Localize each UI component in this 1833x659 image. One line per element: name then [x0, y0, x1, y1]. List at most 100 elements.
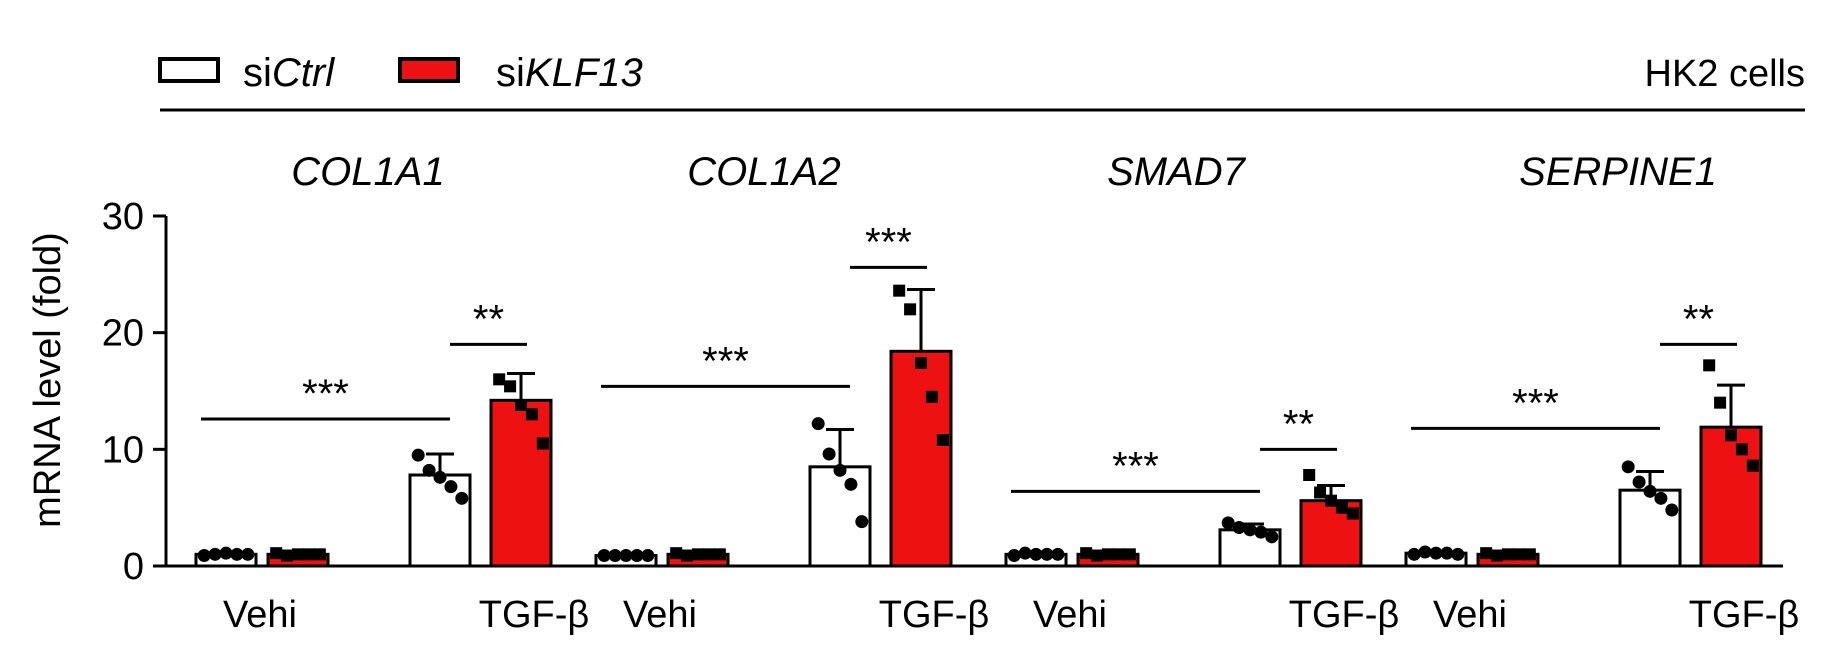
data-point: [208, 547, 222, 561]
data-point: [1303, 469, 1316, 481]
legend-gene-sictrl: Ctrl: [272, 51, 335, 95]
data-point: [844, 477, 858, 491]
data-point: [1491, 549, 1504, 562]
data-point: [1007, 549, 1021, 562]
data-point: [230, 547, 244, 561]
data-point: [1407, 547, 1421, 561]
data-point: [925, 390, 938, 403]
data-point: [1243, 523, 1257, 537]
legend-prefix-siklf13: si: [496, 51, 525, 95]
data-point: [1325, 494, 1337, 507]
data-point: [302, 548, 315, 561]
data-point: [1346, 507, 1359, 520]
data-point: [241, 547, 255, 561]
data-point: [855, 515, 869, 529]
data-point: [525, 408, 538, 421]
bar-sictrl: [1618, 488, 1682, 568]
data-point: [904, 303, 917, 316]
panel-title-smad7: SMAD7: [1107, 150, 1247, 194]
data-point: [1621, 460, 1635, 474]
category-label: Vehi: [1433, 594, 1507, 636]
cell-line-label: HK2 cells: [1645, 53, 1806, 95]
data-point: [681, 549, 694, 562]
data-point: [1080, 547, 1093, 560]
data-point: [1480, 547, 1493, 560]
data-point: [1091, 549, 1104, 562]
data-point: [1018, 546, 1032, 560]
bar-siklf13: [489, 398, 553, 568]
data-point: [197, 549, 211, 562]
legend-prefix-sictrl: si: [243, 51, 272, 95]
data-point: [1703, 359, 1716, 372]
data-point: [1335, 501, 1348, 514]
data-point: [1051, 547, 1065, 561]
category-label: Vehi: [623, 594, 697, 636]
data-point: [493, 373, 506, 386]
panel-title-col1a1: COL1A1: [291, 150, 444, 194]
data-point: [1523, 548, 1536, 561]
category-label: TGF-β: [1689, 594, 1800, 636]
data-point: [219, 546, 233, 560]
significance-label: ***: [1112, 444, 1159, 488]
data-point: [670, 547, 683, 560]
data-point: [1735, 443, 1748, 456]
legend-label-siklf13: siKLF13: [496, 51, 643, 95]
data-point: [1221, 516, 1235, 530]
significance-label: **: [1283, 402, 1314, 446]
y-tick-label: 10: [102, 429, 144, 471]
data-point: [313, 548, 326, 561]
data-point: [411, 448, 425, 462]
data-point: [1502, 548, 1514, 561]
data-point: [915, 357, 927, 369]
data-point: [822, 447, 836, 461]
data-point: [1429, 546, 1443, 560]
data-point: [536, 437, 549, 450]
data-point: [1632, 475, 1646, 489]
bar-siklf13: [889, 349, 953, 568]
data-point: [597, 549, 611, 562]
data-point: [833, 463, 847, 477]
data-point: [292, 548, 304, 561]
data-point: [1512, 548, 1525, 561]
data-point: [630, 549, 644, 562]
legend-swatch-sictrl: [158, 57, 220, 83]
legend-swatch-siklf13: [398, 57, 460, 83]
data-point: [811, 417, 825, 431]
data-point: [270, 547, 283, 560]
data-point: [619, 549, 633, 562]
y-axis-label: mRNA level (fold): [27, 232, 69, 528]
data-point: [433, 470, 447, 484]
legend-gene-siklf13: KLF13: [525, 51, 643, 95]
significance-label: **: [473, 297, 504, 341]
data-point: [1451, 547, 1465, 561]
legend: siCtrl siKLF13: [158, 51, 643, 95]
data-point: [1040, 547, 1054, 561]
data-point: [702, 548, 715, 561]
data-point: [1665, 503, 1679, 517]
data-point: [1102, 548, 1114, 561]
category-label: TGF-β: [879, 594, 990, 636]
data-point: [281, 549, 294, 562]
y-tick-label: 30: [102, 196, 144, 238]
data-point: [1725, 429, 1737, 442]
category-label: Vehi: [1033, 594, 1107, 636]
significance-label: ***: [302, 372, 349, 416]
significance-label: **: [1683, 297, 1714, 341]
data-point: [1123, 548, 1136, 561]
data-point: [455, 491, 469, 505]
data-point: [1714, 396, 1727, 409]
legend-label-sictrl: siCtrl: [243, 51, 335, 95]
significance-label: ***: [702, 339, 749, 383]
data-point: [1746, 459, 1759, 472]
data-point: [692, 548, 704, 561]
data-point: [422, 463, 436, 477]
bar-sictrl: [408, 473, 472, 568]
data-point: [515, 399, 527, 411]
category-label: TGF-β: [479, 594, 590, 636]
data-point: [1314, 486, 1327, 499]
y-tick-label: 20: [102, 313, 144, 355]
data-point: [504, 380, 517, 393]
significance-label: ***: [865, 220, 912, 264]
